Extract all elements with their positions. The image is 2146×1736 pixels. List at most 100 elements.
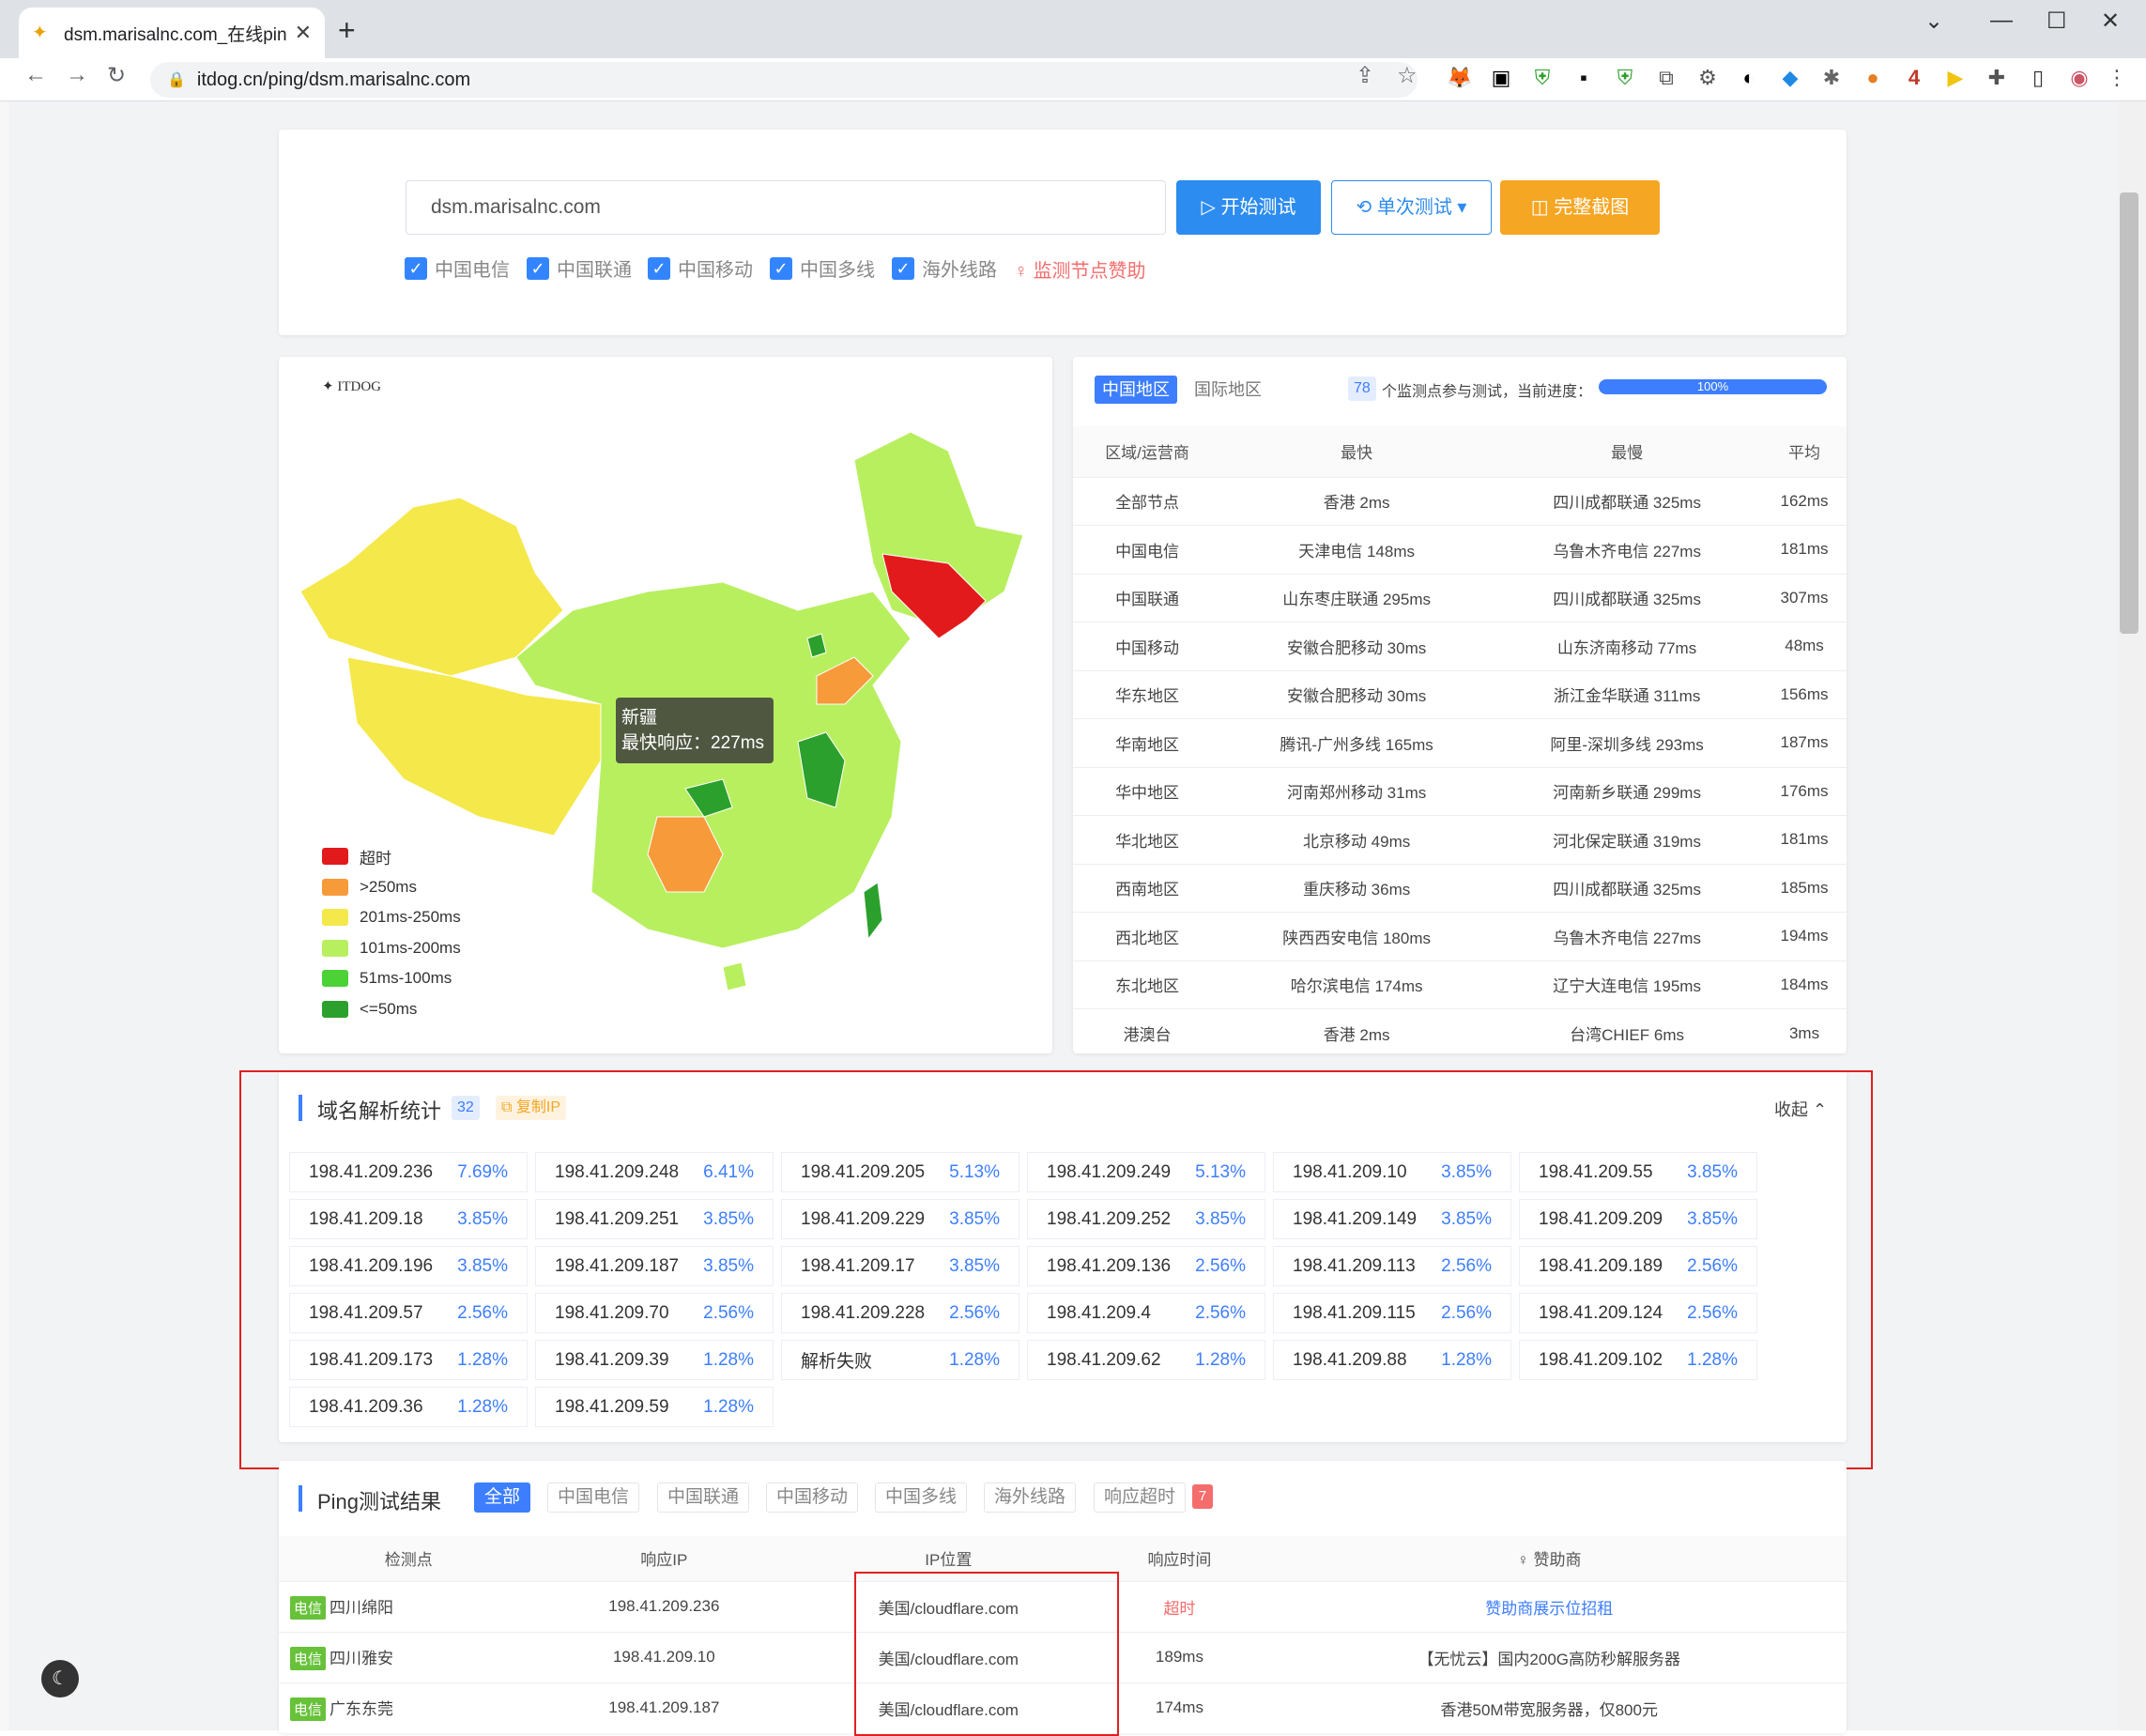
domain-input[interactable]: dsm.marisalnc.com [406,180,1166,235]
checkbox-label: 中国联通 [557,260,632,281]
stats-header: 平均 [1762,426,1847,477]
ping-row: 电信 四川雅安 198.41.209.10 美国/cloudflare.com 189m… [279,1631,1847,1682]
ip-cell: 198.41.209.205 5.13% [781,1152,1019,1192]
itdog-logo: ✦ ITDOG [322,379,381,394]
ip-cell: 198.41.209.124 2.56% [1519,1293,1757,1333]
sponsor-link[interactable]: 赞助商展示位招租 [1251,1580,1847,1632]
ping-filter-tab[interactable]: 中国多线 [875,1483,968,1513]
back-icon[interactable]: ← [24,62,47,87]
check-icon: ✓ [527,256,549,280]
ip-address: 198.41.209.196 [309,1255,434,1276]
title-accent-bar [299,1485,302,1512]
ping-filter-tab[interactable]: 中国移动 [766,1483,859,1513]
stats-cell: 中国移动 [1073,622,1222,670]
ping-filter-tab[interactable]: 海外线路 [984,1483,1077,1513]
ip-address: 198.41.209.88 [1293,1349,1407,1370]
dns-resolve-card [279,1070,1847,1442]
single-test-dropdown[interactable]: ⟲ 单次测试 ▾ [1331,180,1492,235]
stats-cell: 浙江金华联通 311ms [1492,669,1763,719]
ip-percentage: 3.85% [1195,1208,1246,1229]
metamask-extension-icon[interactable]: 🦊 [1447,66,1473,89]
url-field[interactable]: 🔒 itdog.cn/ping/dsm.marisalnc.com [150,62,1418,98]
grid-extension-icon[interactable]: ▣ [1491,66,1511,89]
probe-location: 四川绵阳 [330,1598,394,1617]
menu-kebab-icon[interactable]: ⋮ [2107,66,2127,89]
vpn-extension-icon[interactable]: ⛨ [1617,66,1633,89]
collapse-button[interactable]: 收起 ⌃ [1774,1100,1828,1119]
ip-cell: 198.41.209.115 2.56% [1273,1293,1511,1333]
new-tab-button[interactable]: + [338,13,356,47]
translate-extension-icon[interactable]: ◆ [1782,66,1799,89]
ip-cell: 198.41.209.18 3.85% [289,1199,528,1239]
ip-address: 198.41.209.36 [309,1396,423,1417]
ip-percentage: 1.28% [703,1349,754,1370]
ip-cell: 198.41.209.39 1.28% [535,1340,774,1380]
legend-swatch [322,1000,348,1018]
puzzle-extension-icon[interactable]: ✱ [1822,66,1841,89]
legend-swatch [322,878,348,896]
four-extension-icon[interactable]: 4 [1908,66,1921,89]
checkbox-multiline[interactable]: ✓ 中国多线 [770,254,875,282]
ip-percentage: 5.13% [1195,1161,1246,1182]
cookie-extension-icon[interactable]: ● [1866,66,1879,89]
stats-cell: 阿里-深圳多线 293ms [1492,718,1763,767]
ip-percentage: 1.28% [457,1396,508,1417]
sponsor-link[interactable]: 香港50M带宽服务器，仅800元 [1251,1682,1847,1733]
checkbox-telecom[interactable]: ✓ 中国电信 [405,254,510,282]
ping-header: 响应IP [538,1536,790,1581]
dark-mode-toggle[interactable]: ☾ [41,1660,79,1698]
ping-filter-tab[interactable]: 中国电信 [547,1483,640,1513]
sponsor-link[interactable]: 【无忧云】国内200G高防秒解服务器 [1251,1631,1847,1682]
maximize-button[interactable]: ☐ [2046,8,2067,34]
ip-cell: 198.41.209.228 2.56% [781,1293,1019,1333]
stats-cell: 184ms [1762,960,1847,1009]
checkbox-unicom[interactable]: ✓ 中国联通 [527,254,632,282]
close-tab-icon[interactable]: ✕ [294,21,312,44]
checkbox-overseas[interactable]: ✓ 海外线路 [892,254,997,282]
circle-extension-icon[interactable]: ◐ [1742,66,1755,89]
region-stats-table: 区域/运营商 最快 最慢 平均 全部节点 香港 2ms 四川成都联通 325ms 162ms 中… [1073,426,1847,1057]
stats-cell: 四川成都联通 325ms [1492,573,1763,622]
reload-icon[interactable]: ↻ [107,63,127,88]
side-panel-icon[interactable]: ▯ [2031,66,2045,89]
tab-international-region[interactable]: 国际地区 [1194,380,1262,399]
notify-extension-icon[interactable]: ▪ [1580,66,1587,89]
start-test-label: 开始测试 [1220,197,1296,218]
play-extension-icon[interactable]: ▶ [1947,66,1964,89]
ip-address: 198.41.209.187 [555,1255,680,1276]
bookmark-star-icon[interactable]: ☆ [1397,63,1418,88]
tab-china-region[interactable]: 中国地区 [1095,376,1177,404]
node-sponsor-link[interactable]: ♀ 监测节点赞助 [1014,261,1146,282]
start-test-button[interactable]: ▷ 开始测试 [1176,180,1321,235]
legend-swatch [322,909,348,927]
ip-percentage: 1.28% [949,1349,1000,1370]
ping-header-label: 响应IP [640,1551,688,1570]
ip-percentage: 3.85% [703,1208,754,1229]
forward-icon[interactable]: → [66,62,88,87]
close-window-button[interactable]: ✕ [2101,8,2121,34]
browser-tab[interactable]: ✦ dsm.marisalnc.com_在线ping_ ✕ [19,8,325,58]
stats-row: 华北地区 北京移动 49ms 河北保定联通 319ms 181ms [1073,815,1847,864]
shield-extension-icon[interactable]: ⛨ [1534,66,1551,89]
ping-filter-tab[interactable]: 响应超时 [1094,1483,1187,1513]
minimize-button[interactable]: — [1990,8,2013,33]
scrollbar-thumb[interactable] [2120,192,2138,634]
ip-cell: 198.41.209.4 2.56% [1027,1293,1265,1333]
profile-avatar[interactable]: ◉ [2070,66,2089,89]
copy-ip-button[interactable]: ⧉ 复制IP [496,1096,566,1120]
extensions-icon[interactable]: ✚ [1987,66,2006,89]
ip-percentage: 2.56% [1687,1255,1738,1276]
tab-search-icon[interactable]: ⌄ [1924,8,1944,34]
stats-cell: 东北地区 [1073,960,1222,1009]
ip-percentage: 2.56% [1195,1255,1246,1276]
screenshot-label: 完整截图 [1554,197,1630,218]
full-screenshot-button[interactable]: ◫ 完整截图 [1500,180,1660,235]
stats-cell: 天津电信 148ms [1221,525,1493,574]
share-icon[interactable]: ⇪ [1356,63,1375,88]
ping-filter-tab[interactable]: 中国联通 [657,1483,750,1513]
copy-extension-icon[interactable]: ⧉ [1659,66,1674,89]
checkbox-mobile[interactable]: ✓ 中国移动 [648,254,753,282]
ping-row: 电信 广东东莞 198.41.209.187 美国/cloudflare.com 174… [279,1682,1847,1733]
badge-extension-icon[interactable]: ⚙ [1698,66,1717,89]
ping-filter-tab[interactable]: 全部 [474,1483,531,1513]
